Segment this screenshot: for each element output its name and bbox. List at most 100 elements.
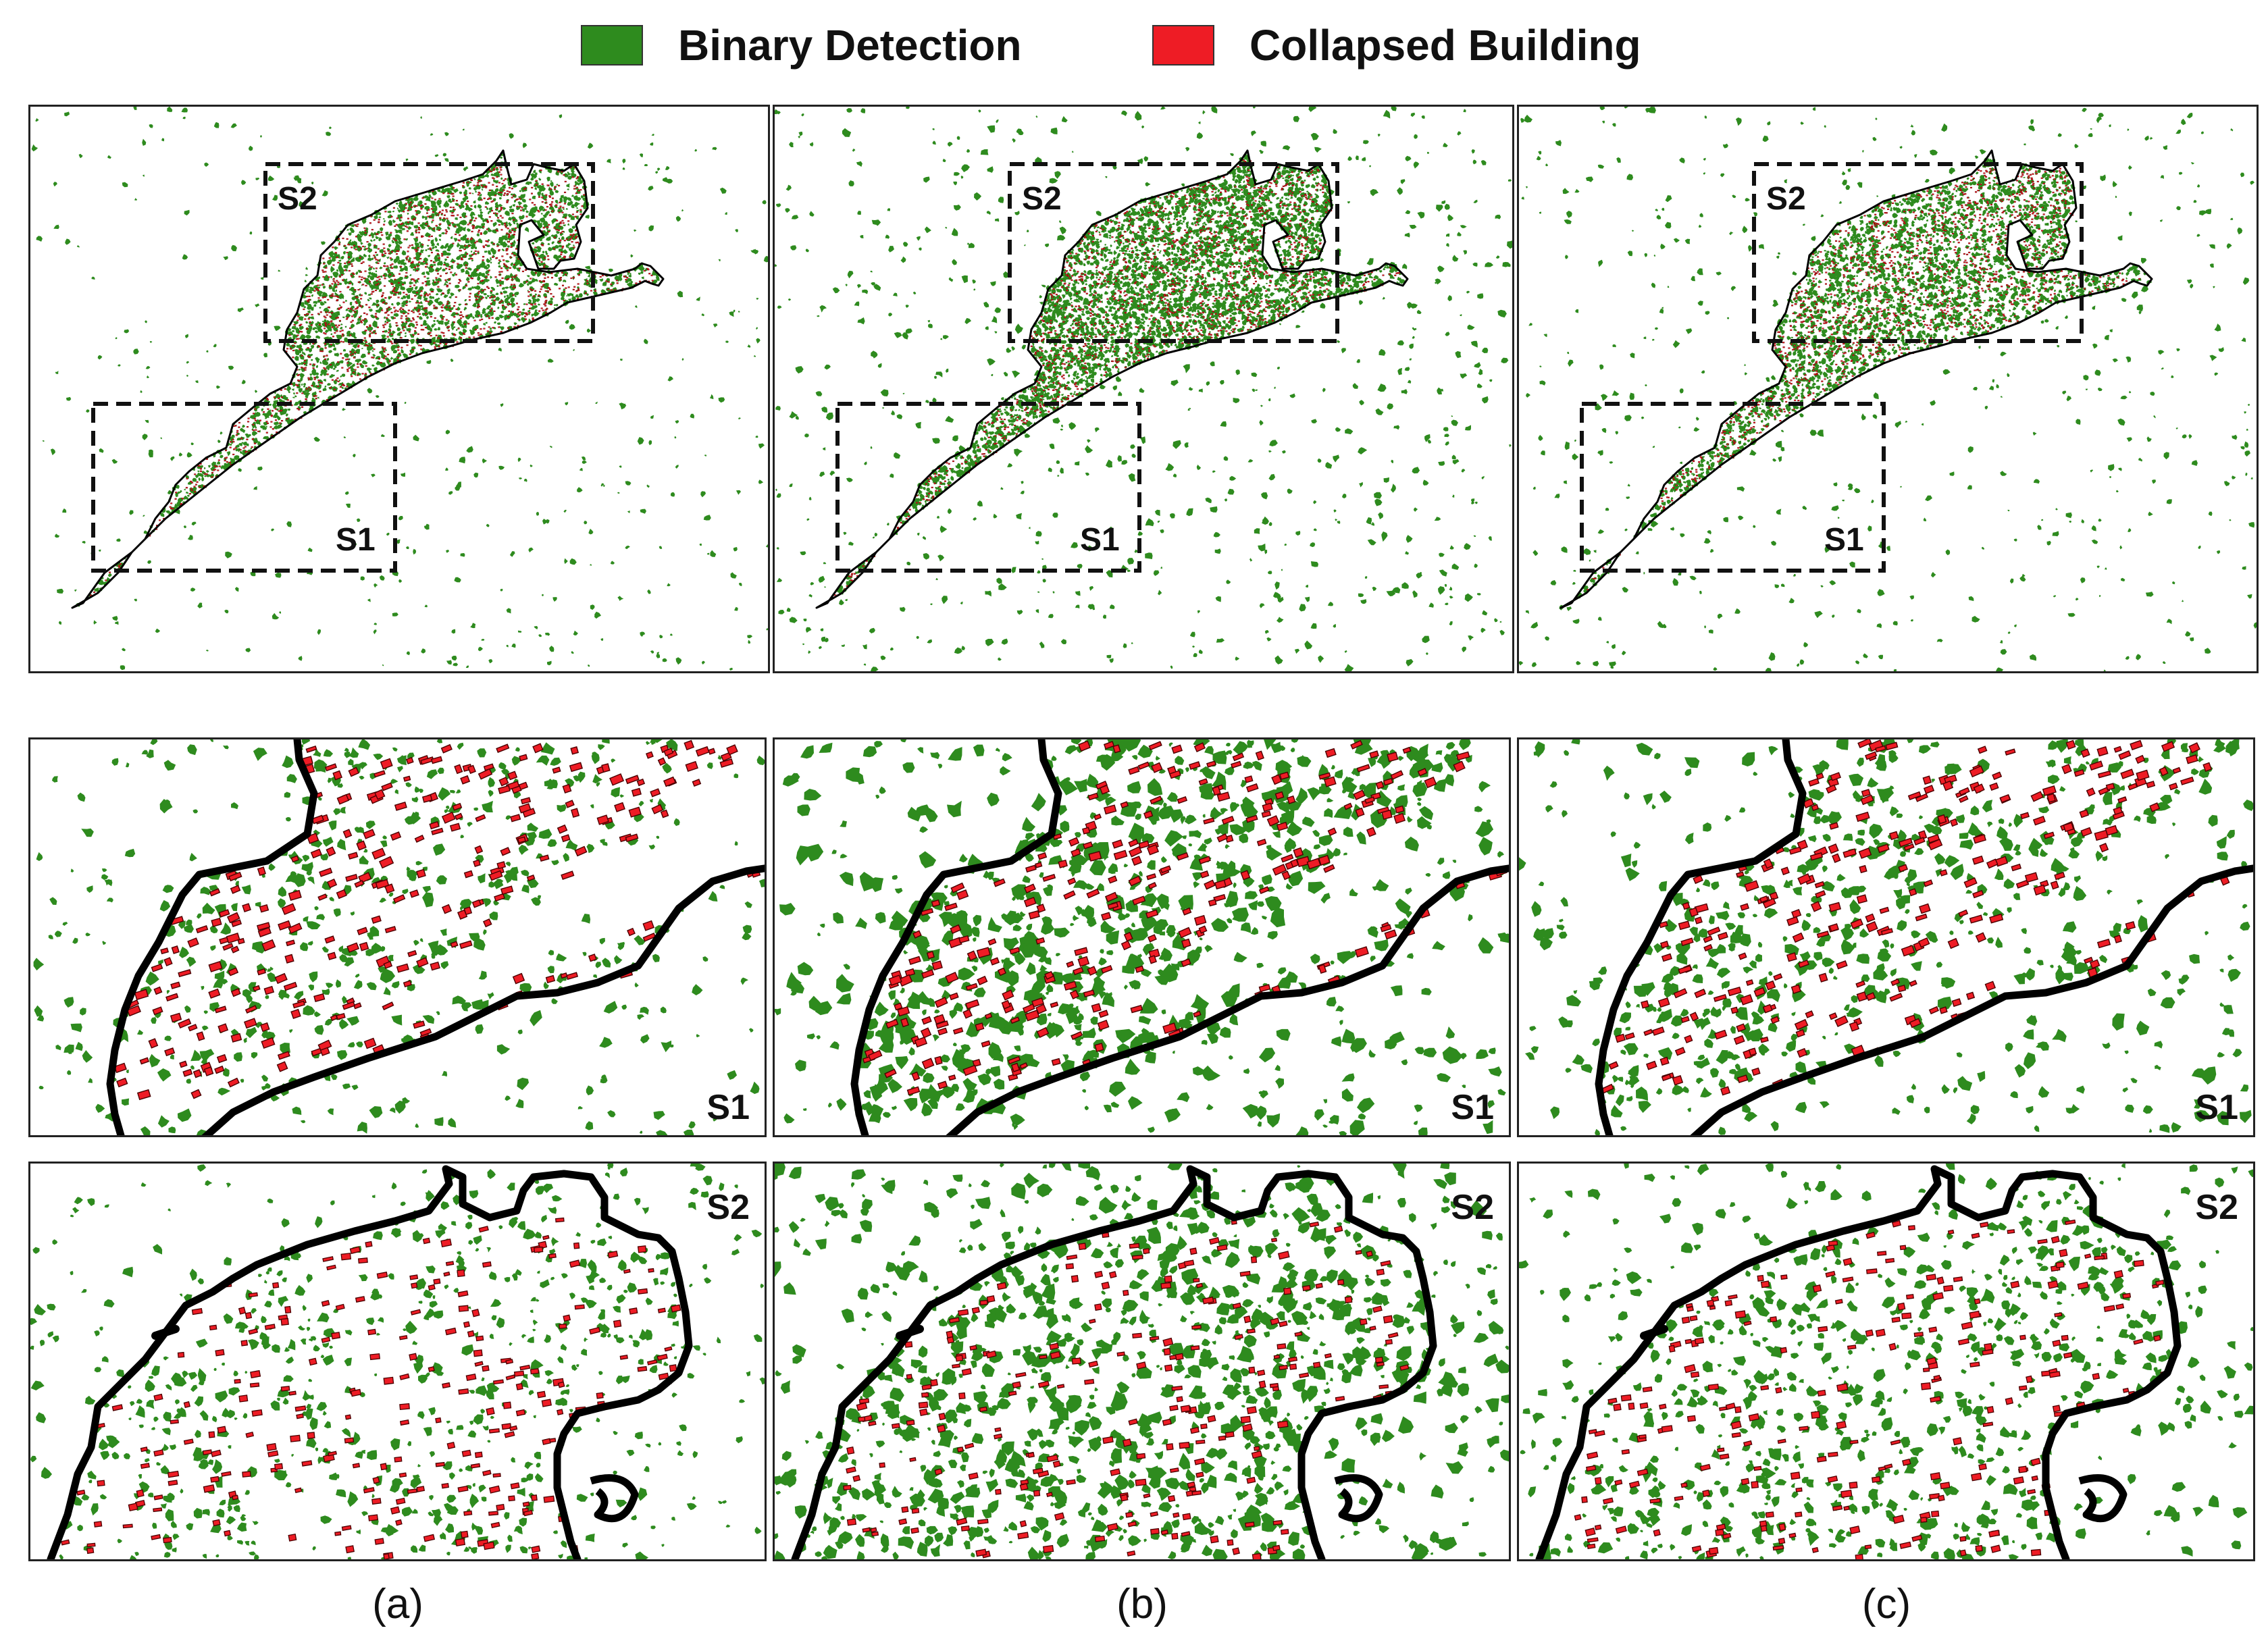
binary-detection-patch — [561, 296, 565, 301]
binary-detection-patch — [572, 244, 575, 246]
binary-detection-patch — [226, 451, 231, 457]
collapsed-building-mark — [305, 398, 307, 400]
binary-detection-patch — [1167, 238, 1172, 243]
binary-detection-patch — [464, 189, 468, 192]
collapsed-building-mark — [396, 310, 399, 312]
binary-detection-patch — [1189, 292, 1193, 296]
binary-detection-patch — [231, 244, 237, 252]
binary-detection-patch — [619, 402, 627, 410]
binary-detection-patch — [430, 239, 434, 244]
collapsed-building-mark — [418, 313, 421, 315]
collapsed-building-mark — [565, 287, 567, 289]
binary-detection-patch — [429, 288, 435, 292]
binary-detection-patch — [498, 265, 501, 268]
collapsed-building-mark — [317, 380, 320, 382]
collapsed-building-mark — [354, 351, 357, 353]
binary-detection-patch — [415, 281, 417, 284]
binary-detection-patch — [322, 286, 326, 289]
collapsed-building-mark — [324, 271, 327, 273]
collapsed-building-mark — [342, 279, 344, 281]
collapsed-building-mark — [400, 332, 403, 334]
collapsed-building-mark — [547, 259, 550, 261]
binary-detection-patch — [343, 436, 346, 438]
binary-detection-patch — [758, 443, 765, 449]
binary-detection-patch — [494, 296, 500, 301]
binary-detection-patch — [1464, 543, 1471, 550]
collapsed-building-mark — [407, 209, 409, 211]
collapsed-building-mark — [307, 377, 310, 379]
collapsed-building-mark — [421, 244, 424, 246]
collapsed-building-mark — [577, 241, 579, 243]
binary-detection-patch — [1439, 552, 1445, 557]
binary-detection-patch — [1341, 348, 1346, 354]
collapsed-building-mark — [436, 253, 439, 255]
collapsed-building-mark — [559, 278, 562, 280]
binary-detection-patch — [652, 272, 656, 276]
collapsed-building-mark — [337, 261, 340, 263]
collapsed-building-mark — [325, 267, 328, 269]
binary-detection-patch — [655, 171, 659, 174]
collapsed-building-mark — [429, 248, 432, 251]
binary-detection-patch — [459, 457, 466, 464]
binary-detection-patch — [482, 230, 488, 235]
binary-detection-patch — [1277, 617, 1284, 623]
binary-detection-patch — [579, 180, 584, 184]
binary-detection-patch — [344, 325, 347, 328]
collapsed-building-mark — [525, 303, 528, 305]
binary-detection-patch — [567, 223, 569, 226]
collapsed-building-mark — [478, 180, 480, 182]
binary-detection-patch — [515, 278, 520, 282]
binary-detection-patch — [455, 284, 460, 288]
collapsed-building-mark — [444, 232, 447, 234]
collapsed-building-mark — [477, 332, 480, 334]
binary-detection-patch — [280, 394, 282, 398]
binary-detection-patch — [330, 276, 333, 279]
binary-detection-patch — [1166, 216, 1170, 220]
binary-detection-patch — [99, 549, 101, 552]
binary-detection-patch — [571, 169, 575, 173]
binary-detection-patch — [556, 230, 560, 234]
collapsed-building-mark — [448, 282, 451, 284]
binary-detection-patch — [401, 296, 404, 300]
collapsed-building-mark — [252, 423, 255, 425]
collapsed-building-mark — [375, 251, 378, 253]
binary-detection-patch — [1183, 364, 1190, 373]
collapsed-building-mark — [319, 323, 321, 325]
binary-detection-patch — [1011, 346, 1015, 351]
binary-detection-patch — [1422, 635, 1430, 644]
collapsed-building-mark — [477, 307, 480, 309]
binary-detection-patch — [1344, 650, 1347, 653]
binary-detection-patch — [1000, 397, 1004, 400]
binary-detection-patch — [471, 192, 474, 194]
collapsed-building-mark — [397, 346, 400, 348]
collapsed-building-mark — [392, 238, 395, 240]
collapsed-building-mark — [563, 255, 566, 257]
binary-detection-patch — [1325, 462, 1333, 469]
binary-detection-patch — [367, 246, 371, 250]
binary-detection-patch — [662, 177, 668, 182]
binary-detection-patch — [425, 196, 431, 202]
collapsed-building-mark — [559, 201, 561, 203]
binary-detection-patch — [803, 619, 807, 622]
binary-detection-patch — [321, 241, 326, 245]
binary-detection-patch — [478, 646, 483, 652]
collapsed-building-mark — [365, 304, 368, 306]
binary-detection-patch — [1472, 159, 1477, 165]
binary-detection-patch — [531, 313, 534, 317]
binary-detection-patch — [882, 407, 885, 409]
binary-detection-patch — [439, 218, 442, 221]
binary-detection-patch — [1427, 151, 1430, 154]
binary-detection-patch — [405, 199, 409, 203]
collapsed-building-mark — [468, 275, 471, 277]
binary-detection-patch — [1386, 590, 1396, 596]
binary-detection-patch — [437, 188, 441, 192]
collapsed-building-mark — [313, 376, 316, 379]
collapsed-building-mark — [492, 327, 494, 329]
binary-detection-patch — [241, 442, 244, 444]
binary-detection-patch — [145, 365, 151, 369]
collapsed-building-mark — [170, 502, 173, 504]
binary-detection-patch — [496, 285, 499, 287]
collapsed-building-mark — [205, 473, 208, 475]
